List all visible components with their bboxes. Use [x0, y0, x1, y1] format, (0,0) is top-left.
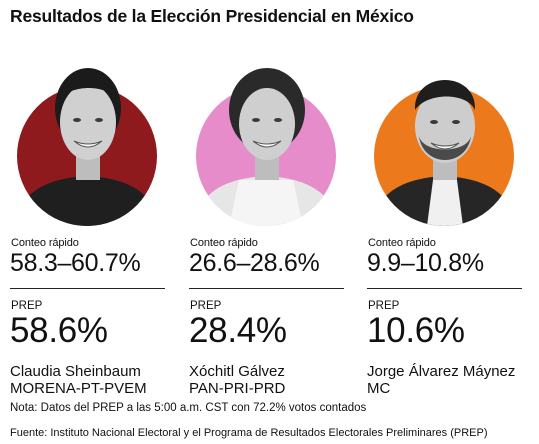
candidate-galvez: Conteo rápido 26.6–28.6% PREP 28.4% Xóch… [189, 40, 359, 400]
candidate-sheinbaum: Conteo rápido 58.3–60.7% PREP 58.6% Clau… [10, 40, 180, 400]
candidate-alvarez-maynez: Conteo rápido 9.9–10.8% PREP 10.6% Jorge… [367, 40, 537, 400]
prep-value: 58.6% [10, 311, 108, 350]
candidate-party: PAN-PRI-PRD [189, 380, 286, 397]
source-credit: Fuente: Instituto Nacional Electoral y e… [10, 427, 488, 439]
divider [367, 288, 522, 289]
candidate-party: MORENA-PT-PVEM [10, 380, 147, 397]
candidate-portrait [10, 40, 168, 226]
quick-count-label: Conteo rápido [190, 237, 258, 249]
quick-count-value: 9.9–10.8% [367, 249, 484, 277]
candidate-name: Jorge Álvarez Máynez [367, 363, 516, 380]
candidate-name: Claudia Sheinbaum [10, 363, 141, 380]
prep-value: 28.4% [189, 311, 287, 350]
quick-count-label: Conteo rápido [11, 237, 79, 249]
chart-title: Resultados de la Elección Presidencial e… [10, 6, 414, 26]
quick-count-value: 58.3–60.7% [10, 249, 141, 277]
quick-count-label: Conteo rápido [368, 237, 436, 249]
divider [189, 288, 344, 289]
footnote: Nota: Datos del PREP a las 5:00 a.m. CST… [10, 402, 367, 414]
candidate-party: MC [367, 380, 391, 397]
divider [10, 288, 165, 289]
prep-value: 10.6% [367, 311, 465, 350]
prep-label: PREP [190, 300, 222, 312]
prep-label: PREP [11, 300, 43, 312]
candidate-portrait [367, 40, 525, 226]
quick-count-value: 26.6–28.6% [189, 249, 320, 277]
prep-label: PREP [368, 300, 400, 312]
candidate-name: Xóchitl Gálvez [189, 363, 285, 380]
candidate-portrait [189, 40, 347, 226]
